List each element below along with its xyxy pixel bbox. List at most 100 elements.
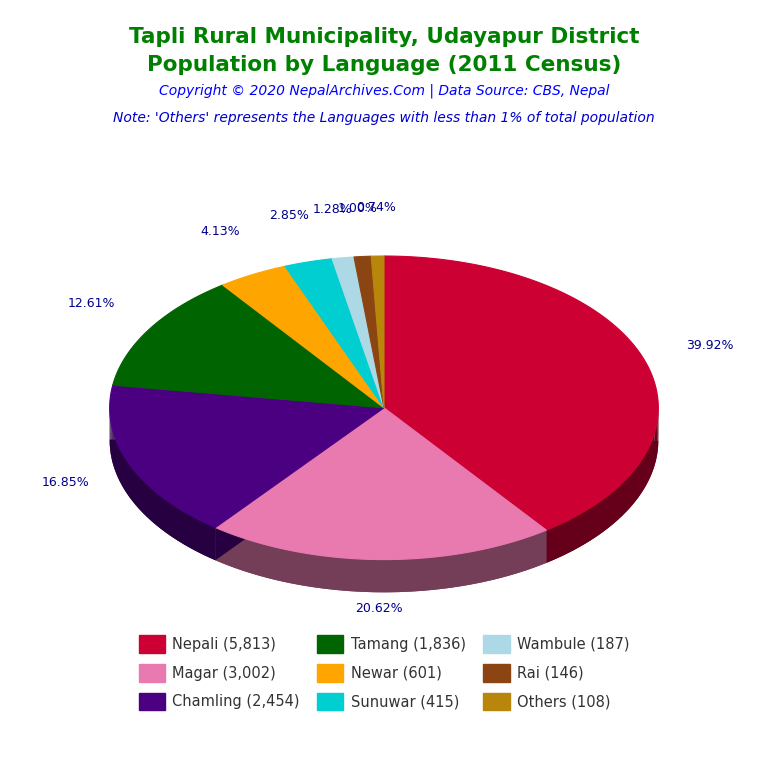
Polygon shape (384, 441, 658, 563)
Polygon shape (317, 555, 323, 588)
Polygon shape (170, 503, 173, 538)
Polygon shape (437, 556, 443, 590)
Polygon shape (150, 487, 153, 522)
Polygon shape (211, 526, 215, 561)
Polygon shape (597, 498, 604, 536)
Polygon shape (256, 542, 261, 576)
Polygon shape (173, 505, 176, 540)
Polygon shape (642, 452, 646, 492)
Polygon shape (371, 559, 377, 592)
Polygon shape (617, 482, 623, 521)
Polygon shape (141, 478, 143, 513)
Text: Copyright © 2020 NepalArchives.Com | Data Source: CBS, Nepal: Copyright © 2020 NepalArchives.Com | Dat… (159, 84, 609, 98)
Polygon shape (130, 465, 132, 501)
Polygon shape (581, 508, 589, 546)
Polygon shape (654, 428, 656, 466)
Polygon shape (114, 437, 116, 472)
Polygon shape (283, 549, 289, 583)
Polygon shape (466, 551, 472, 585)
Polygon shape (495, 545, 500, 580)
Polygon shape (235, 535, 240, 570)
Polygon shape (365, 559, 371, 592)
Polygon shape (455, 554, 460, 588)
Polygon shape (401, 559, 407, 592)
Polygon shape (377, 560, 383, 592)
Polygon shape (143, 480, 145, 515)
Polygon shape (389, 559, 396, 592)
Polygon shape (604, 493, 611, 531)
Polygon shape (132, 468, 134, 503)
Polygon shape (634, 465, 638, 504)
Polygon shape (113, 432, 114, 467)
Text: 0.74%: 0.74% (356, 201, 396, 214)
Polygon shape (136, 473, 138, 508)
Polygon shape (261, 544, 266, 578)
Polygon shape (425, 558, 431, 591)
Polygon shape (285, 259, 384, 408)
Polygon shape (359, 559, 365, 592)
Polygon shape (511, 541, 516, 575)
Text: Population by Language (2011 Census): Population by Language (2011 Census) (147, 55, 621, 75)
Polygon shape (138, 475, 141, 511)
Text: Note: 'Others' represents the Languages with less than 1% of total population: Note: 'Others' represents the Languages … (113, 111, 655, 125)
Polygon shape (347, 558, 353, 591)
Polygon shape (294, 551, 300, 585)
Polygon shape (225, 531, 230, 566)
Polygon shape (419, 558, 425, 591)
Polygon shape (521, 538, 526, 572)
Polygon shape (245, 538, 250, 573)
Polygon shape (383, 560, 389, 592)
Polygon shape (110, 439, 384, 561)
Polygon shape (193, 517, 197, 551)
Polygon shape (121, 450, 122, 485)
Polygon shape (113, 285, 384, 408)
Polygon shape (122, 452, 124, 488)
Polygon shape (116, 439, 117, 475)
Polygon shape (488, 547, 495, 581)
Polygon shape (656, 421, 657, 460)
Polygon shape (546, 526, 555, 563)
Polygon shape (266, 545, 272, 579)
Polygon shape (500, 544, 505, 578)
Polygon shape (384, 408, 546, 563)
Polygon shape (158, 494, 161, 529)
Polygon shape (652, 434, 654, 473)
Polygon shape (125, 458, 127, 493)
Polygon shape (537, 532, 541, 567)
Polygon shape (407, 559, 413, 592)
Polygon shape (127, 460, 128, 495)
Polygon shape (472, 551, 478, 584)
Polygon shape (332, 257, 384, 408)
Text: 4.13%: 4.13% (200, 225, 240, 238)
Text: 2.85%: 2.85% (270, 209, 310, 222)
Text: 16.85%: 16.85% (41, 475, 89, 488)
Polygon shape (230, 534, 235, 568)
Polygon shape (589, 504, 597, 541)
Polygon shape (215, 408, 546, 560)
Polygon shape (183, 511, 186, 546)
Polygon shape (277, 548, 283, 581)
Polygon shape (623, 476, 629, 515)
Polygon shape (289, 550, 294, 584)
Legend: Nepali (5,813), Magar (3,002), Chamling (2,454), Tamang (1,836), Newar (601), Su: Nepali (5,813), Magar (3,002), Chamling … (133, 629, 635, 717)
Polygon shape (128, 463, 130, 498)
Polygon shape (215, 528, 220, 562)
Polygon shape (161, 496, 164, 531)
Text: 39.92%: 39.92% (686, 339, 733, 352)
Polygon shape (176, 507, 180, 541)
Polygon shape (155, 492, 158, 527)
Polygon shape (240, 537, 245, 571)
Polygon shape (190, 515, 193, 550)
Polygon shape (197, 518, 200, 553)
Polygon shape (460, 553, 466, 586)
Polygon shape (204, 522, 207, 557)
Polygon shape (649, 440, 652, 479)
Polygon shape (272, 546, 277, 581)
Polygon shape (354, 257, 384, 408)
Polygon shape (134, 470, 136, 505)
Polygon shape (223, 266, 384, 408)
Polygon shape (396, 559, 401, 592)
Polygon shape (215, 408, 384, 561)
Polygon shape (341, 558, 347, 591)
Polygon shape (384, 256, 658, 530)
